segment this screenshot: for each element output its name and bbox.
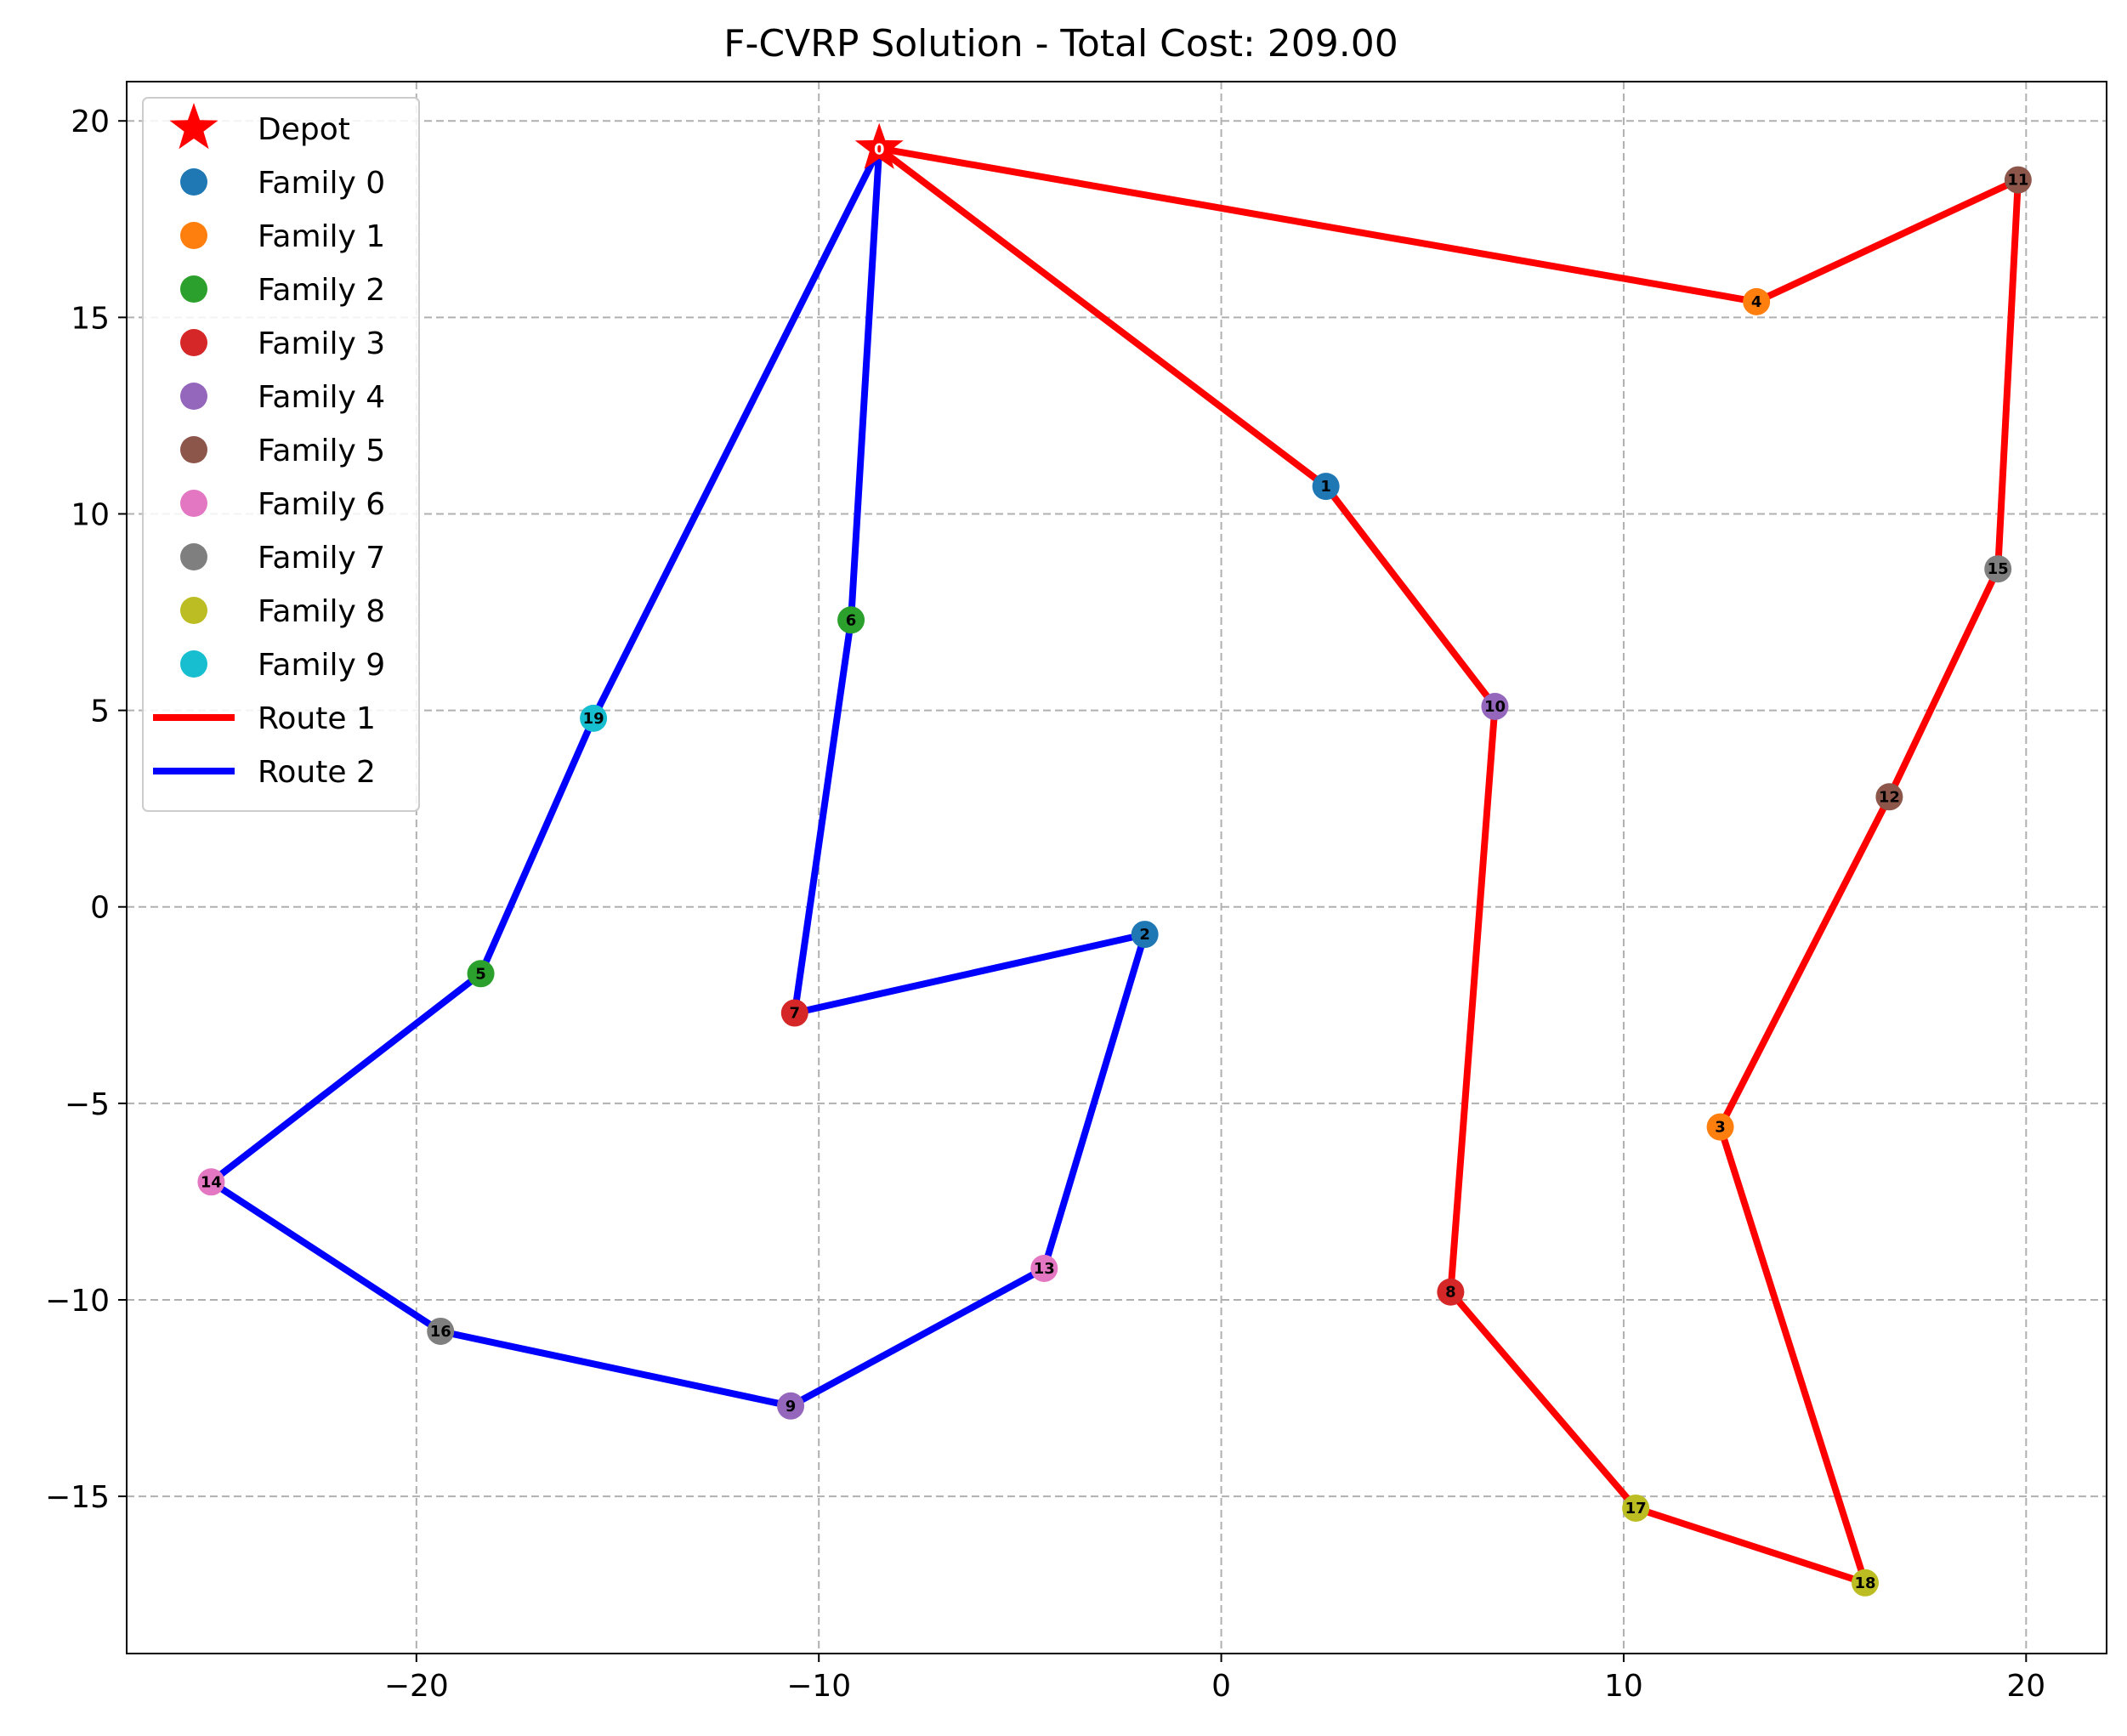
customer-point bbox=[1851, 1569, 1879, 1597]
legend-family-label: Family 1 bbox=[258, 219, 385, 254]
y-tick-label: 15 bbox=[71, 301, 110, 336]
customer-point bbox=[1131, 921, 1159, 949]
customer-label: 18 bbox=[1854, 1574, 1875, 1592]
y-tick-label: 20 bbox=[71, 105, 110, 139]
legend-family-marker bbox=[180, 222, 207, 249]
customer-label: 17 bbox=[1625, 1500, 1647, 1518]
customer-label: 11 bbox=[2007, 172, 2028, 190]
y-tick-label: 0 bbox=[90, 891, 110, 926]
legend-family-label: Family 8 bbox=[258, 594, 385, 629]
customer-point bbox=[580, 704, 608, 732]
customer-label: 14 bbox=[201, 1173, 222, 1191]
legend-family-label: Family 5 bbox=[258, 434, 385, 468]
customer-point bbox=[777, 1392, 805, 1420]
y-tick-label: −10 bbox=[45, 1284, 110, 1319]
legend-depot-marker bbox=[169, 103, 218, 150]
customer-point bbox=[1622, 1494, 1650, 1522]
legend-family-label: Family 9 bbox=[258, 648, 385, 683]
legend-family-marker bbox=[180, 168, 207, 196]
customer-point bbox=[1030, 1254, 1058, 1282]
customer-label: 3 bbox=[1715, 1119, 1726, 1137]
chart-title: F-CVRP Solution - Total Cost: 209.00 bbox=[723, 22, 1398, 65]
legend-box bbox=[142, 97, 420, 812]
customer-point bbox=[1481, 692, 1509, 720]
customer-point bbox=[467, 960, 495, 988]
legend-depot-label: Depot bbox=[258, 112, 350, 147]
customer-point bbox=[2004, 166, 2032, 194]
legend-family-marker bbox=[180, 275, 207, 303]
legend-family-marker bbox=[180, 490, 207, 517]
y-tick-label: −5 bbox=[65, 1087, 110, 1122]
legend-family-label: Family 4 bbox=[258, 380, 385, 415]
legend-route-label: Route 1 bbox=[258, 701, 376, 736]
customer-label: 9 bbox=[786, 1398, 797, 1415]
plot-frame bbox=[126, 81, 2107, 1654]
route-line-1 bbox=[876, 145, 2022, 1586]
customer-label: 8 bbox=[1445, 1284, 1456, 1302]
legend-family-label: Family 2 bbox=[258, 273, 385, 308]
y-tick-label: 5 bbox=[90, 695, 110, 729]
customer-point bbox=[1312, 473, 1340, 501]
x-tick-label: 10 bbox=[1604, 1669, 1643, 1704]
legend-family-marker bbox=[180, 597, 207, 624]
y-tick-label: 10 bbox=[71, 497, 110, 532]
customer-label: 1 bbox=[1320, 478, 1331, 496]
customer-label: 5 bbox=[475, 965, 486, 983]
legend-family-marker bbox=[180, 543, 207, 570]
customer-label: 15 bbox=[1988, 560, 2009, 578]
customer-label: 19 bbox=[583, 710, 604, 728]
x-tick-label: 20 bbox=[2006, 1669, 2045, 1704]
customer-label: 7 bbox=[790, 1005, 801, 1023]
legend-family-marker bbox=[180, 650, 207, 678]
customer-point bbox=[780, 999, 808, 1027]
customer-label: 6 bbox=[846, 611, 857, 629]
legend: Depot Family 0 Family 1 Family 2 Family 3 Fam… bbox=[142, 97, 420, 812]
legend-family-label: Family 7 bbox=[258, 541, 385, 576]
customer-label: 16 bbox=[430, 1323, 451, 1341]
legend-family-marker bbox=[180, 329, 207, 356]
x-tick-label: −10 bbox=[786, 1669, 851, 1704]
customer-point bbox=[1743, 287, 1771, 315]
legend-family-marker bbox=[180, 436, 207, 463]
legend-family-label: Family 0 bbox=[258, 166, 385, 201]
customer-point bbox=[427, 1317, 455, 1345]
customer-point bbox=[1875, 783, 1903, 811]
depot-label: 0 bbox=[874, 141, 885, 159]
legend-route-label: Route 2 bbox=[258, 755, 376, 790]
customer-label: 13 bbox=[1034, 1260, 1055, 1278]
customer-label: 4 bbox=[1751, 293, 1762, 311]
customer-point bbox=[197, 1168, 225, 1196]
customer-point bbox=[1706, 1113, 1734, 1141]
customer-label: 2 bbox=[1139, 926, 1150, 944]
legend-family-label: Family 6 bbox=[258, 487, 385, 522]
x-tick-label: −20 bbox=[384, 1669, 449, 1704]
customer-point bbox=[837, 606, 865, 634]
legend-family-label: Family 3 bbox=[258, 326, 385, 361]
customer-point bbox=[1984, 555, 2012, 583]
customer-label: 10 bbox=[1484, 698, 1506, 716]
depot-marker bbox=[854, 122, 904, 169]
legend-family-marker bbox=[180, 383, 207, 410]
customer-label: 12 bbox=[1879, 788, 1900, 806]
y-tick-label: −15 bbox=[45, 1480, 110, 1515]
x-tick-label: 0 bbox=[1211, 1669, 1231, 1704]
customer-point bbox=[1437, 1278, 1465, 1306]
